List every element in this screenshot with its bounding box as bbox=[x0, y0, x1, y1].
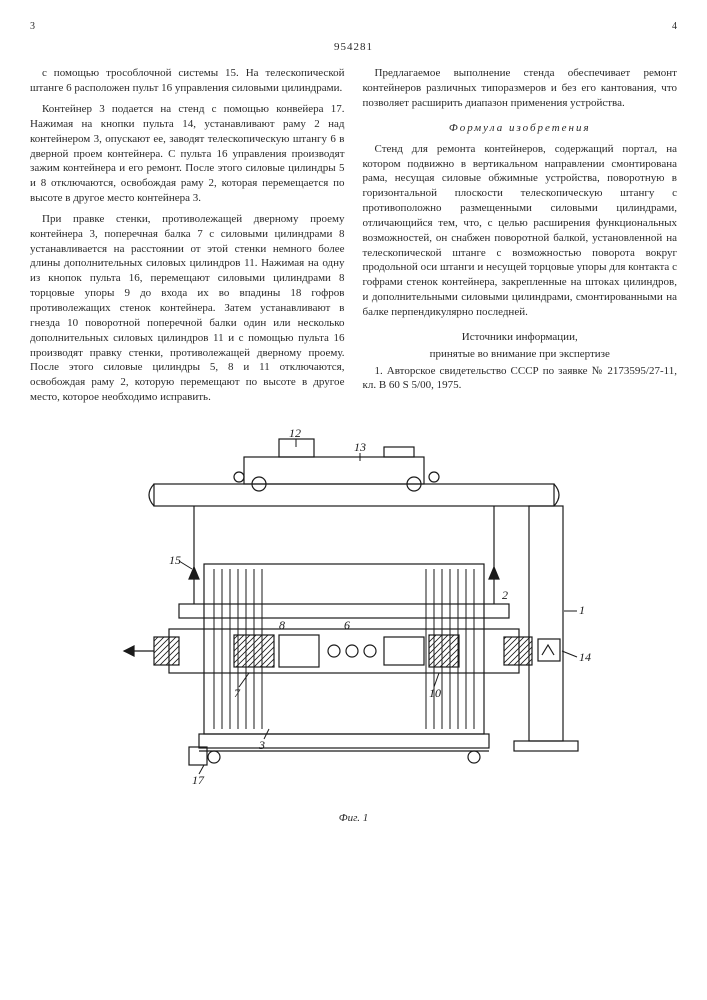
left-page-number: 3 bbox=[30, 20, 35, 34]
figure-caption: Фиг. 1 bbox=[84, 811, 624, 826]
sources-heading: Источники информации, bbox=[363, 330, 678, 345]
text-columns: с помощью трособлочной системы 15. На те… bbox=[30, 66, 677, 411]
svg-text:12: 12 bbox=[289, 429, 301, 440]
svg-text:6: 6 bbox=[344, 618, 350, 632]
svg-text:10: 10 bbox=[429, 686, 441, 700]
paragraph: Предлагаемое выполнение стенда обеспечив… bbox=[363, 66, 678, 111]
svg-text:14: 14 bbox=[579, 650, 591, 664]
claim-paragraph: Стенд для ремонта контейнеров, содержащи… bbox=[363, 142, 678, 320]
svg-text:1: 1 bbox=[579, 603, 585, 617]
formula-heading: Формула изобретения bbox=[363, 121, 678, 136]
paragraph: Контейнер 3 подается на стенд с помощью … bbox=[30, 102, 345, 206]
source-entry: 1. Авторское свидетельство СССР по заявк… bbox=[363, 364, 678, 394]
right-page-number: 4 bbox=[672, 20, 677, 34]
sources-subheading: принятые во внимание при экспертизе bbox=[363, 347, 678, 362]
svg-text:7: 7 bbox=[234, 686, 241, 700]
figure-1: 12 13 15 8 6 2 1 14 7 3 17 10 Фиг. 1 bbox=[84, 429, 624, 826]
svg-text:2: 2 bbox=[502, 588, 508, 602]
svg-text:3: 3 bbox=[258, 738, 265, 752]
svg-text:13: 13 bbox=[354, 440, 366, 454]
paragraph: с помощью трособлочной системы 15. На те… bbox=[30, 66, 345, 96]
svg-text:15: 15 bbox=[169, 553, 181, 567]
svg-text:8: 8 bbox=[279, 618, 285, 632]
paragraph: При правке стенки, противолежащей дверно… bbox=[30, 212, 345, 405]
left-column: с помощью трособлочной системы 15. На те… bbox=[30, 66, 345, 411]
document-number: 954281 bbox=[30, 40, 677, 55]
svg-text:17: 17 bbox=[192, 773, 205, 787]
right-column: Предлагаемое выполнение стенда обеспечив… bbox=[363, 66, 678, 411]
